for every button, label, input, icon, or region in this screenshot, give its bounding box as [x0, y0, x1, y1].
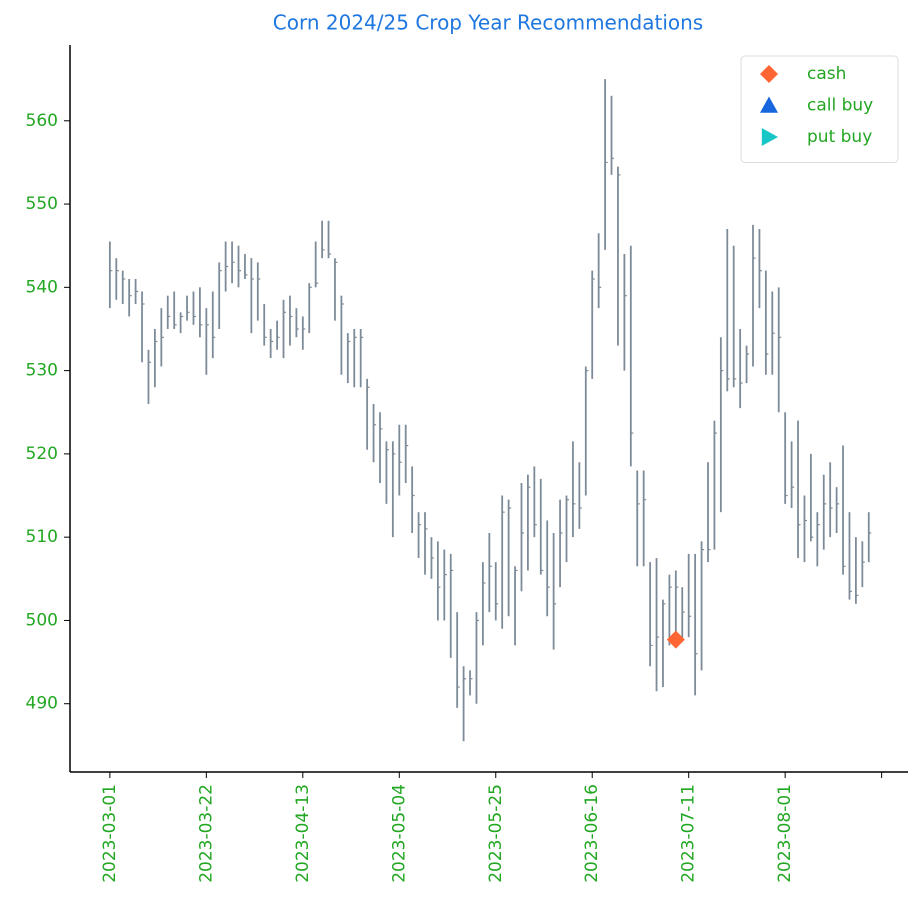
y-tick-label: 530	[26, 361, 58, 381]
signal-marker	[666, 630, 685, 649]
x-tick-label: 2023-06-16	[582, 784, 602, 883]
legend-swatch	[761, 128, 778, 146]
legend-swatch	[760, 96, 778, 113]
y-tick-label: 560	[26, 111, 58, 131]
x-tick-label: 2023-03-01	[100, 784, 120, 883]
x-tick-label: 2023-05-04	[389, 784, 409, 883]
y-tick-label: 540	[26, 277, 58, 297]
x-tick-label: 2023-05-25	[486, 784, 506, 883]
y-tick-label: 490	[26, 694, 58, 714]
legend-label: put buy	[807, 127, 872, 147]
legend-swatch	[760, 65, 778, 83]
x-tick-label: 2023-08-01	[775, 784, 795, 883]
y-tick-label: 520	[26, 444, 58, 464]
x-tick-label: 2023-07-11	[679, 784, 699, 883]
x-tick-label: 2023-03-22	[196, 784, 216, 883]
x-tick-label: 2023-04-13	[293, 784, 313, 883]
legend-label: cash	[807, 64, 846, 84]
legend-box	[740, 55, 899, 163]
y-tick-label: 500	[26, 610, 58, 630]
legend-label: call buy	[807, 96, 873, 116]
chart-title: Corn 2024/25 Crop Year Recommendations	[273, 11, 703, 35]
y-tick-label: 510	[26, 527, 58, 547]
y-tick-label: 550	[26, 194, 58, 214]
